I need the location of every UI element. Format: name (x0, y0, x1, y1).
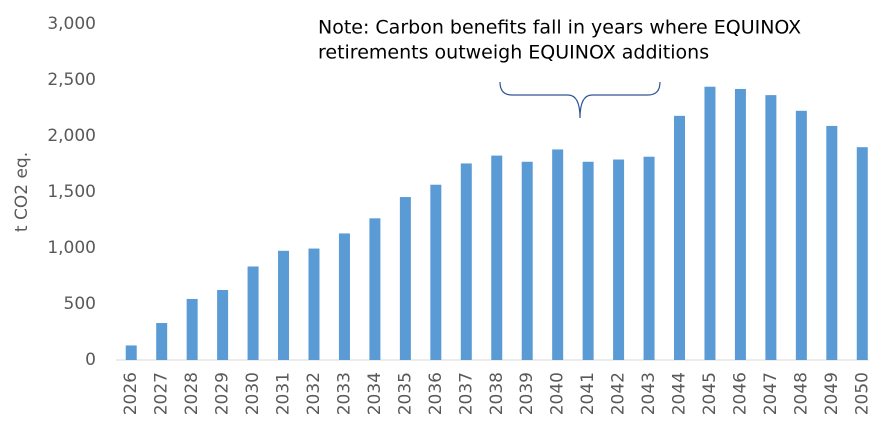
x-tick-label: 2048 (791, 372, 811, 415)
bar (156, 323, 168, 360)
bar (491, 155, 503, 360)
annotation: Note: Carbon benefits fall in years wher… (318, 17, 801, 39)
y-tick-label: 2,500 (47, 70, 96, 90)
x-tick-label: 2045 (700, 372, 720, 415)
bar (186, 298, 198, 360)
bar (765, 95, 777, 361)
bar (521, 161, 533, 360)
bar (338, 233, 350, 360)
bar (734, 88, 746, 361)
x-tick-label: 2032 (304, 372, 324, 415)
x-tick-label: 2033 (334, 372, 354, 415)
y-tick-label: 3,000 (47, 14, 96, 34)
bar (369, 218, 381, 360)
x-tick-label: 2042 (609, 372, 629, 415)
annotation: retirements outweigh EQUINOX additions (318, 42, 709, 64)
x-tick-label: 2036 (426, 372, 446, 415)
x-tick-label: 2046 (730, 372, 750, 415)
x-tick-label: 2049 (822, 372, 842, 415)
x-tick-label: 2026 (121, 372, 141, 415)
x-tick-label: 2047 (761, 372, 781, 415)
x-tick-label: 2041 (578, 372, 598, 415)
x-tick-label: 2028 (182, 372, 202, 415)
bar (856, 147, 868, 360)
x-tick-label: 2035 (395, 372, 415, 415)
x-tick-label: 2039 (517, 372, 537, 415)
x-tick-label: 2050 (852, 372, 869, 415)
bar (674, 115, 686, 360)
y-tick-label: 500 (64, 294, 96, 314)
bar (552, 149, 564, 360)
x-tick-label: 2030 (243, 372, 263, 415)
bar (247, 266, 259, 360)
x-tick-label: 2029 (213, 372, 233, 415)
x-tick-label: 2031 (274, 372, 294, 415)
bar (613, 159, 625, 360)
x-tick-label: 2034 (365, 372, 385, 415)
bar (826, 125, 838, 360)
bar (704, 86, 716, 360)
x-tick-label: 2044 (670, 372, 690, 415)
bar (582, 161, 594, 360)
y-tick-label: 1,000 (47, 238, 96, 258)
x-tick-label: 2040 (548, 372, 568, 415)
bar (795, 110, 807, 360)
x-tick-label: 2037 (456, 372, 476, 415)
brace (499, 81, 661, 119)
y-axis-label: t CO2 eq. (12, 152, 32, 232)
bar (278, 250, 290, 360)
bar (460, 163, 472, 360)
x-tick-label: 2027 (152, 372, 172, 415)
bar (217, 290, 229, 360)
x-tick-label: 2043 (639, 372, 659, 415)
y-tick-label: 2,000 (47, 126, 96, 146)
x-tick-label: 2038 (487, 372, 507, 415)
bar (399, 197, 411, 360)
bar (430, 184, 442, 360)
bar (643, 156, 655, 360)
bar (308, 248, 320, 360)
y-tick-label: 0 (85, 350, 96, 370)
bar (125, 345, 137, 360)
y-tick-label: 1,500 (47, 182, 96, 202)
